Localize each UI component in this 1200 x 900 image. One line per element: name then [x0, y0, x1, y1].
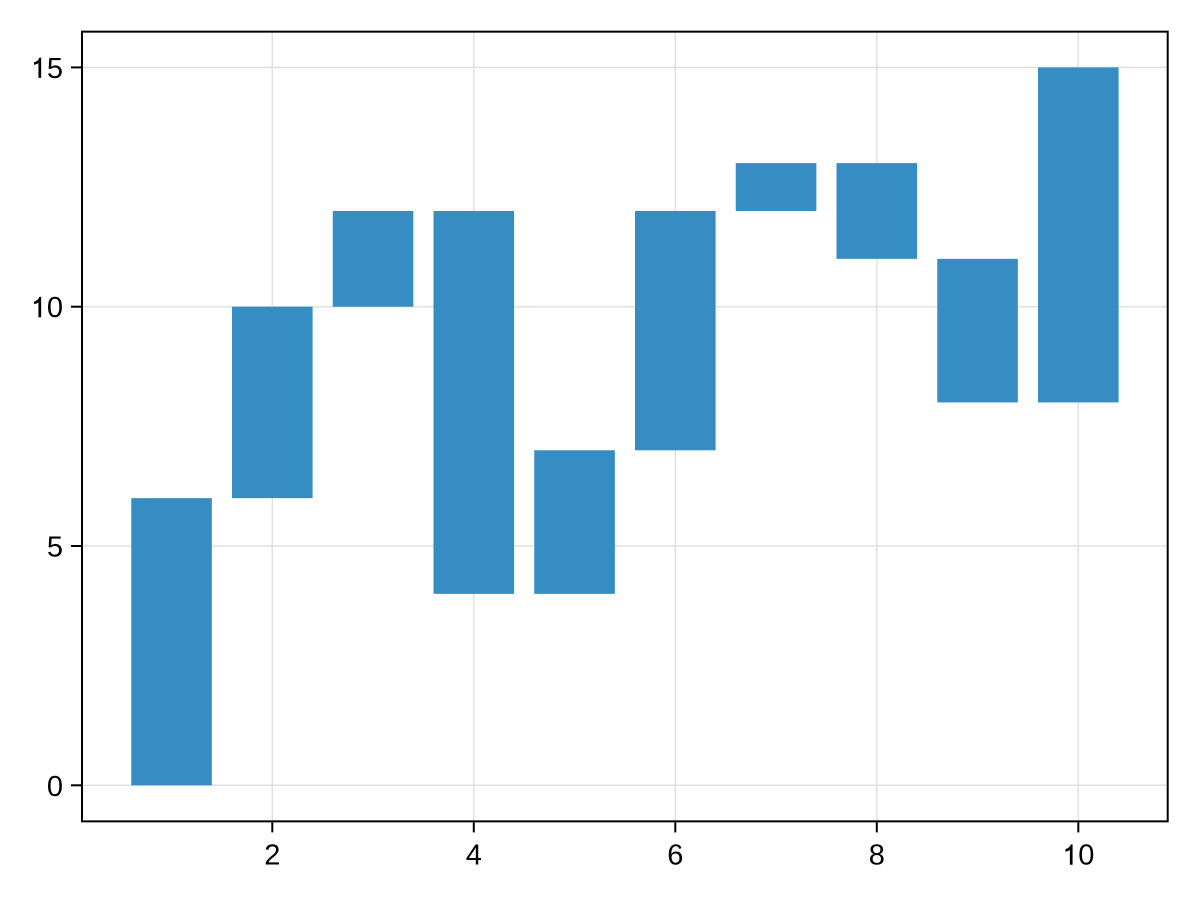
svg-text:5: 5: [47, 532, 63, 564]
svg-text:0: 0: [1078, 840, 1094, 872]
svg-text:8: 8: [869, 840, 885, 872]
svg-text:0: 0: [47, 771, 63, 803]
svg-text:4: 4: [466, 840, 482, 872]
svg-text:5: 5: [47, 53, 63, 85]
svg-text:2: 2: [264, 840, 280, 872]
svg-text:0: 0: [47, 292, 63, 324]
svg-text:6: 6: [667, 840, 683, 872]
